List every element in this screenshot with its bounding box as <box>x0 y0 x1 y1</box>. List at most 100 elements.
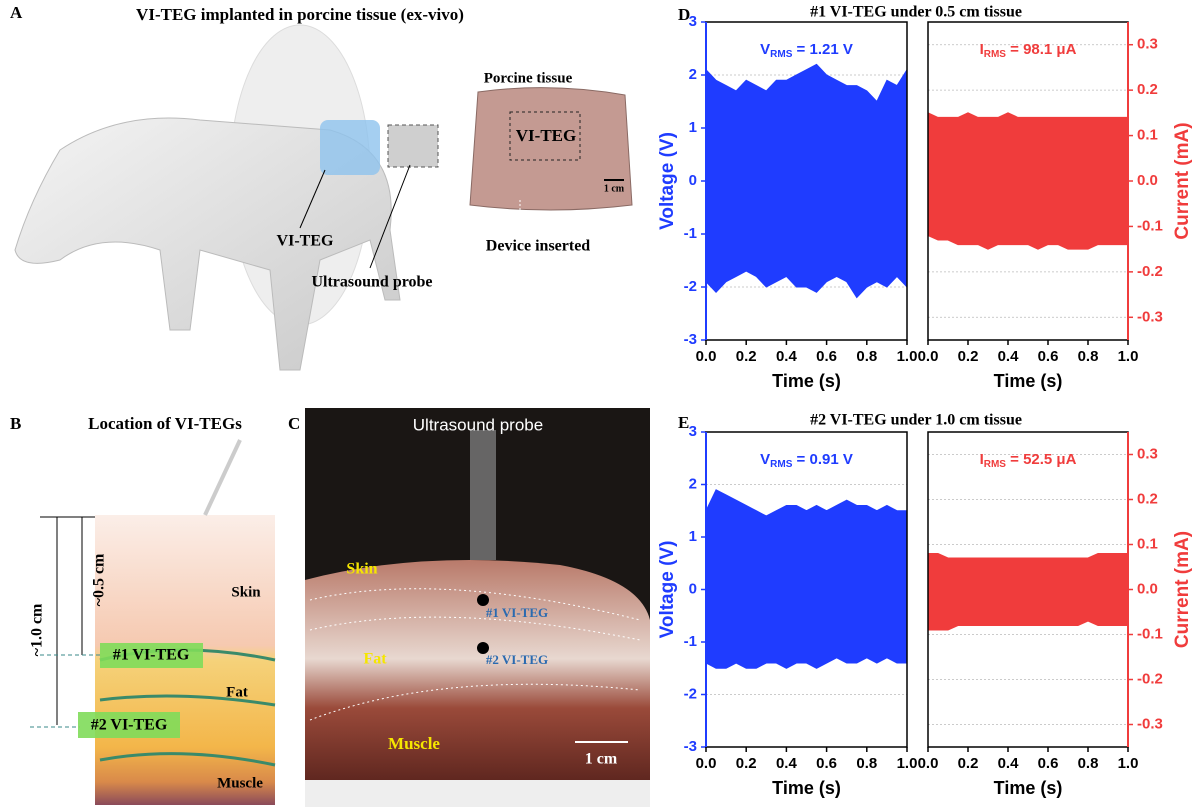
panel-a: A VI-TEG implanted in porcine tissue (ex… <box>10 3 633 371</box>
y-tick-label: 0.3 <box>1137 36 1158 53</box>
label: #2 VI-TEG <box>91 717 168 734</box>
panel-c: C Ultrasound probe Skin #1 VI-TEG Fat #2… <box>288 408 650 807</box>
x-tick-label: 0.0 <box>696 755 717 772</box>
signal-envelope <box>927 112 1129 250</box>
y-tick-label: -2 <box>684 685 697 702</box>
signal-envelope <box>705 63 908 299</box>
label: Ultrasound probe <box>311 274 432 291</box>
annotation-symbol: I <box>980 41 984 58</box>
label: 1 cm <box>604 183 625 194</box>
x-axis-label: Time (s) <box>994 371 1063 391</box>
y-axis-label: Current (mA) <box>1172 531 1193 648</box>
annotation-subscript: RMS <box>770 459 793 470</box>
label: #2 VI-TEG <box>486 652 548 667</box>
x-tick-label: 1.0 <box>897 755 918 772</box>
label: ~0.5 cm <box>91 553 108 606</box>
y-tick-label: -0.3 <box>1137 715 1163 732</box>
x-tick-label: 0.8 <box>1078 755 1099 772</box>
annotation: VRMS = 0.91 V <box>760 451 853 470</box>
x-tick-label: 1.0 <box>897 348 918 365</box>
y-tick-label: -3 <box>684 331 697 348</box>
y-tick-label: 0.1 <box>1137 535 1158 552</box>
panel-letter: C <box>288 414 300 433</box>
label: Skin <box>346 561 377 578</box>
x-axis-label: Time (s) <box>772 778 841 798</box>
y-tick-label: 3 <box>689 423 697 440</box>
base <box>305 780 650 807</box>
x-tick-label: 1.0 <box>1118 348 1139 365</box>
label: Device inserted <box>486 238 591 255</box>
y-tick-label: 1 <box>689 528 697 545</box>
y-axis-label: Current (mA) <box>1172 122 1193 239</box>
probe <box>387 124 439 168</box>
x-tick-label: 0.4 <box>998 755 1020 772</box>
pointer <box>299 169 326 229</box>
y-tick-label: -0.2 <box>1137 670 1163 687</box>
annotation-subscript: RMS <box>984 459 1007 470</box>
annotation-symbol: V <box>760 41 770 58</box>
signal-envelope <box>705 489 908 669</box>
y-tick-label: -0.2 <box>1137 263 1163 280</box>
y-tick-label: -0.3 <box>1137 308 1163 325</box>
label: Muscle <box>217 775 263 791</box>
device-outline <box>509 111 581 161</box>
y-tick-label: 0 <box>689 580 697 597</box>
x-tick-label: 0.6 <box>1038 348 1059 365</box>
label: Porcine tissue <box>484 70 573 86</box>
y-tick-label: 0.0 <box>1137 172 1158 189</box>
teg-marker <box>100 643 203 668</box>
label: #1 VI-TEG <box>486 605 548 620</box>
y-tick-label: 0.2 <box>1137 490 1158 507</box>
y-tick-label: -3 <box>684 738 697 755</box>
pig <box>14 117 401 371</box>
annotation: VRMS = 1.21 V <box>760 41 853 60</box>
label: 1 cm <box>585 751 618 768</box>
y-tick-label: -1 <box>684 225 697 242</box>
y-axis-label: Voltage (V) <box>657 132 678 230</box>
x-axis-label: Time (s) <box>772 371 841 391</box>
annotation-text: = 1.21 V <box>792 41 852 58</box>
y-tick-label: 2 <box>689 66 697 83</box>
y-tick-label: 1 <box>689 119 697 136</box>
probe <box>470 430 496 560</box>
annotation-text: = 0.91 V <box>792 451 852 468</box>
label: Skin <box>231 584 261 600</box>
teg-dot <box>477 594 489 606</box>
label: Fat <box>363 651 387 668</box>
pointer <box>369 164 411 269</box>
panel-letter: D <box>678 5 690 24</box>
label: VI-TEG <box>277 233 334 250</box>
y-tick-label: -1 <box>684 633 697 650</box>
tissue <box>305 560 650 807</box>
x-tick-label: 0.6 <box>1038 755 1059 772</box>
annotation-symbol: I <box>980 451 984 468</box>
annotation: IRMS = 52.5 μA <box>980 451 1077 470</box>
teg-dot <box>477 642 489 654</box>
y-tick-label: 0.1 <box>1137 127 1158 144</box>
x-tick-label: 0.8 <box>856 755 877 772</box>
annotation-subscript: RMS <box>984 49 1007 60</box>
panel-b: B Location of VI-TEGs ~1.0 cm ~0.5 cm Sk… <box>10 414 276 805</box>
y-tick-label: -2 <box>684 278 697 295</box>
annotation-subscript: RMS <box>770 49 793 60</box>
annotation: IRMS = 98.1 μA <box>980 41 1077 60</box>
x-tick-label: 0.4 <box>776 755 798 772</box>
x-tick-label: 0.0 <box>918 348 939 365</box>
panel-title: Location of VI-TEGs <box>88 414 242 433</box>
y-tick-label: 0 <box>689 172 697 189</box>
y-tick-label: 2 <box>689 475 697 492</box>
annotation-text: = 52.5 μA <box>1006 451 1077 468</box>
hair <box>203 439 242 516</box>
x-tick-label: 0.4 <box>776 348 798 365</box>
panel-letter: E <box>678 413 689 432</box>
x-tick-label: 0.2 <box>958 755 979 772</box>
x-tick-label: 0.6 <box>816 348 837 365</box>
y-tick-label: 0.3 <box>1137 445 1158 462</box>
label: #1 VI-TEG <box>113 647 190 664</box>
label: Ultrasound probe <box>413 415 543 434</box>
y-tick-label: -0.1 <box>1137 625 1163 642</box>
label: Fat <box>226 684 248 700</box>
annotation-symbol: V <box>760 451 770 468</box>
label: VI-TEG <box>516 126 576 145</box>
label: ~1.0 cm <box>29 603 46 656</box>
